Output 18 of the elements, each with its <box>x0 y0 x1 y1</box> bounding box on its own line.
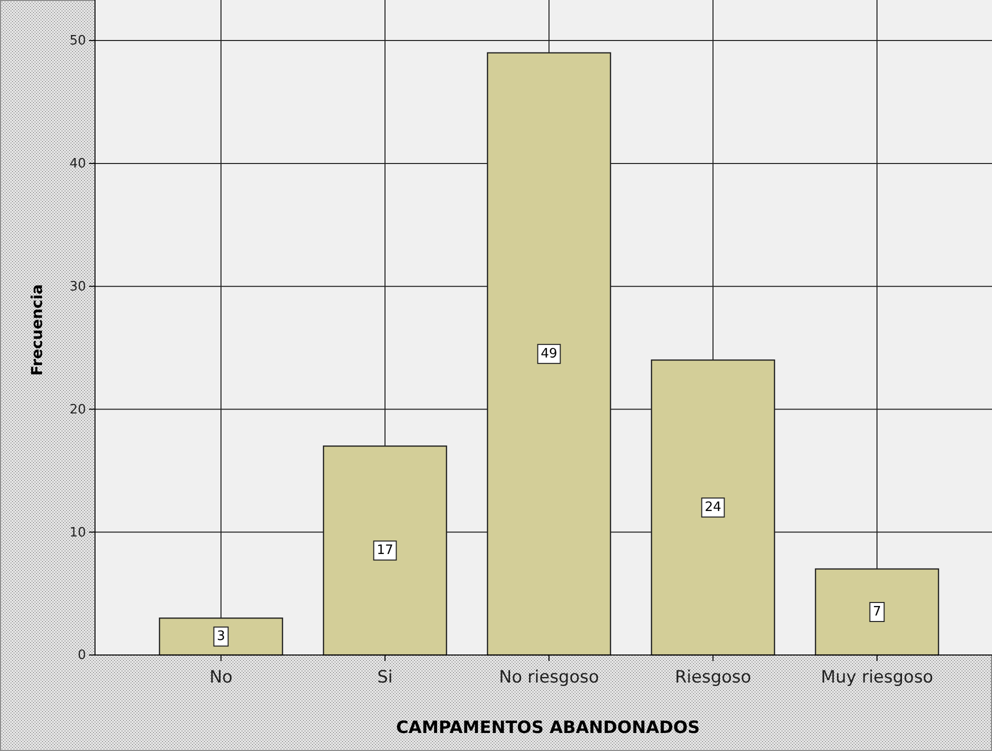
x-tick-label: No riesgoso <box>499 668 599 688</box>
y-tick-label: 0 <box>78 648 86 664</box>
data-label: 17 <box>376 543 394 558</box>
x-tick-label: No <box>209 668 233 688</box>
data-label: 7 <box>872 604 882 620</box>
y-tick-label: 20 <box>69 402 86 418</box>
x-tick-label: Muy riesgoso <box>820 668 934 688</box>
data-label: 24 <box>704 500 722 516</box>
data-label: 49 <box>540 346 558 362</box>
x-tick-label: Si <box>377 668 393 688</box>
y-axis-title: Frecuencia <box>28 284 46 376</box>
x-tick-label: Riesgoso <box>674 668 752 688</box>
x-axis-title: CAMPAMENTOS ABANDONADOS <box>396 718 700 738</box>
data-label: 3 <box>216 629 226 644</box>
y-tick-label: 40 <box>69 156 86 172</box>
y-tick-label: 30 <box>69 279 86 294</box>
y-tick-label: 10 <box>69 525 86 540</box>
y-tick-label: 50 <box>69 34 86 49</box>
